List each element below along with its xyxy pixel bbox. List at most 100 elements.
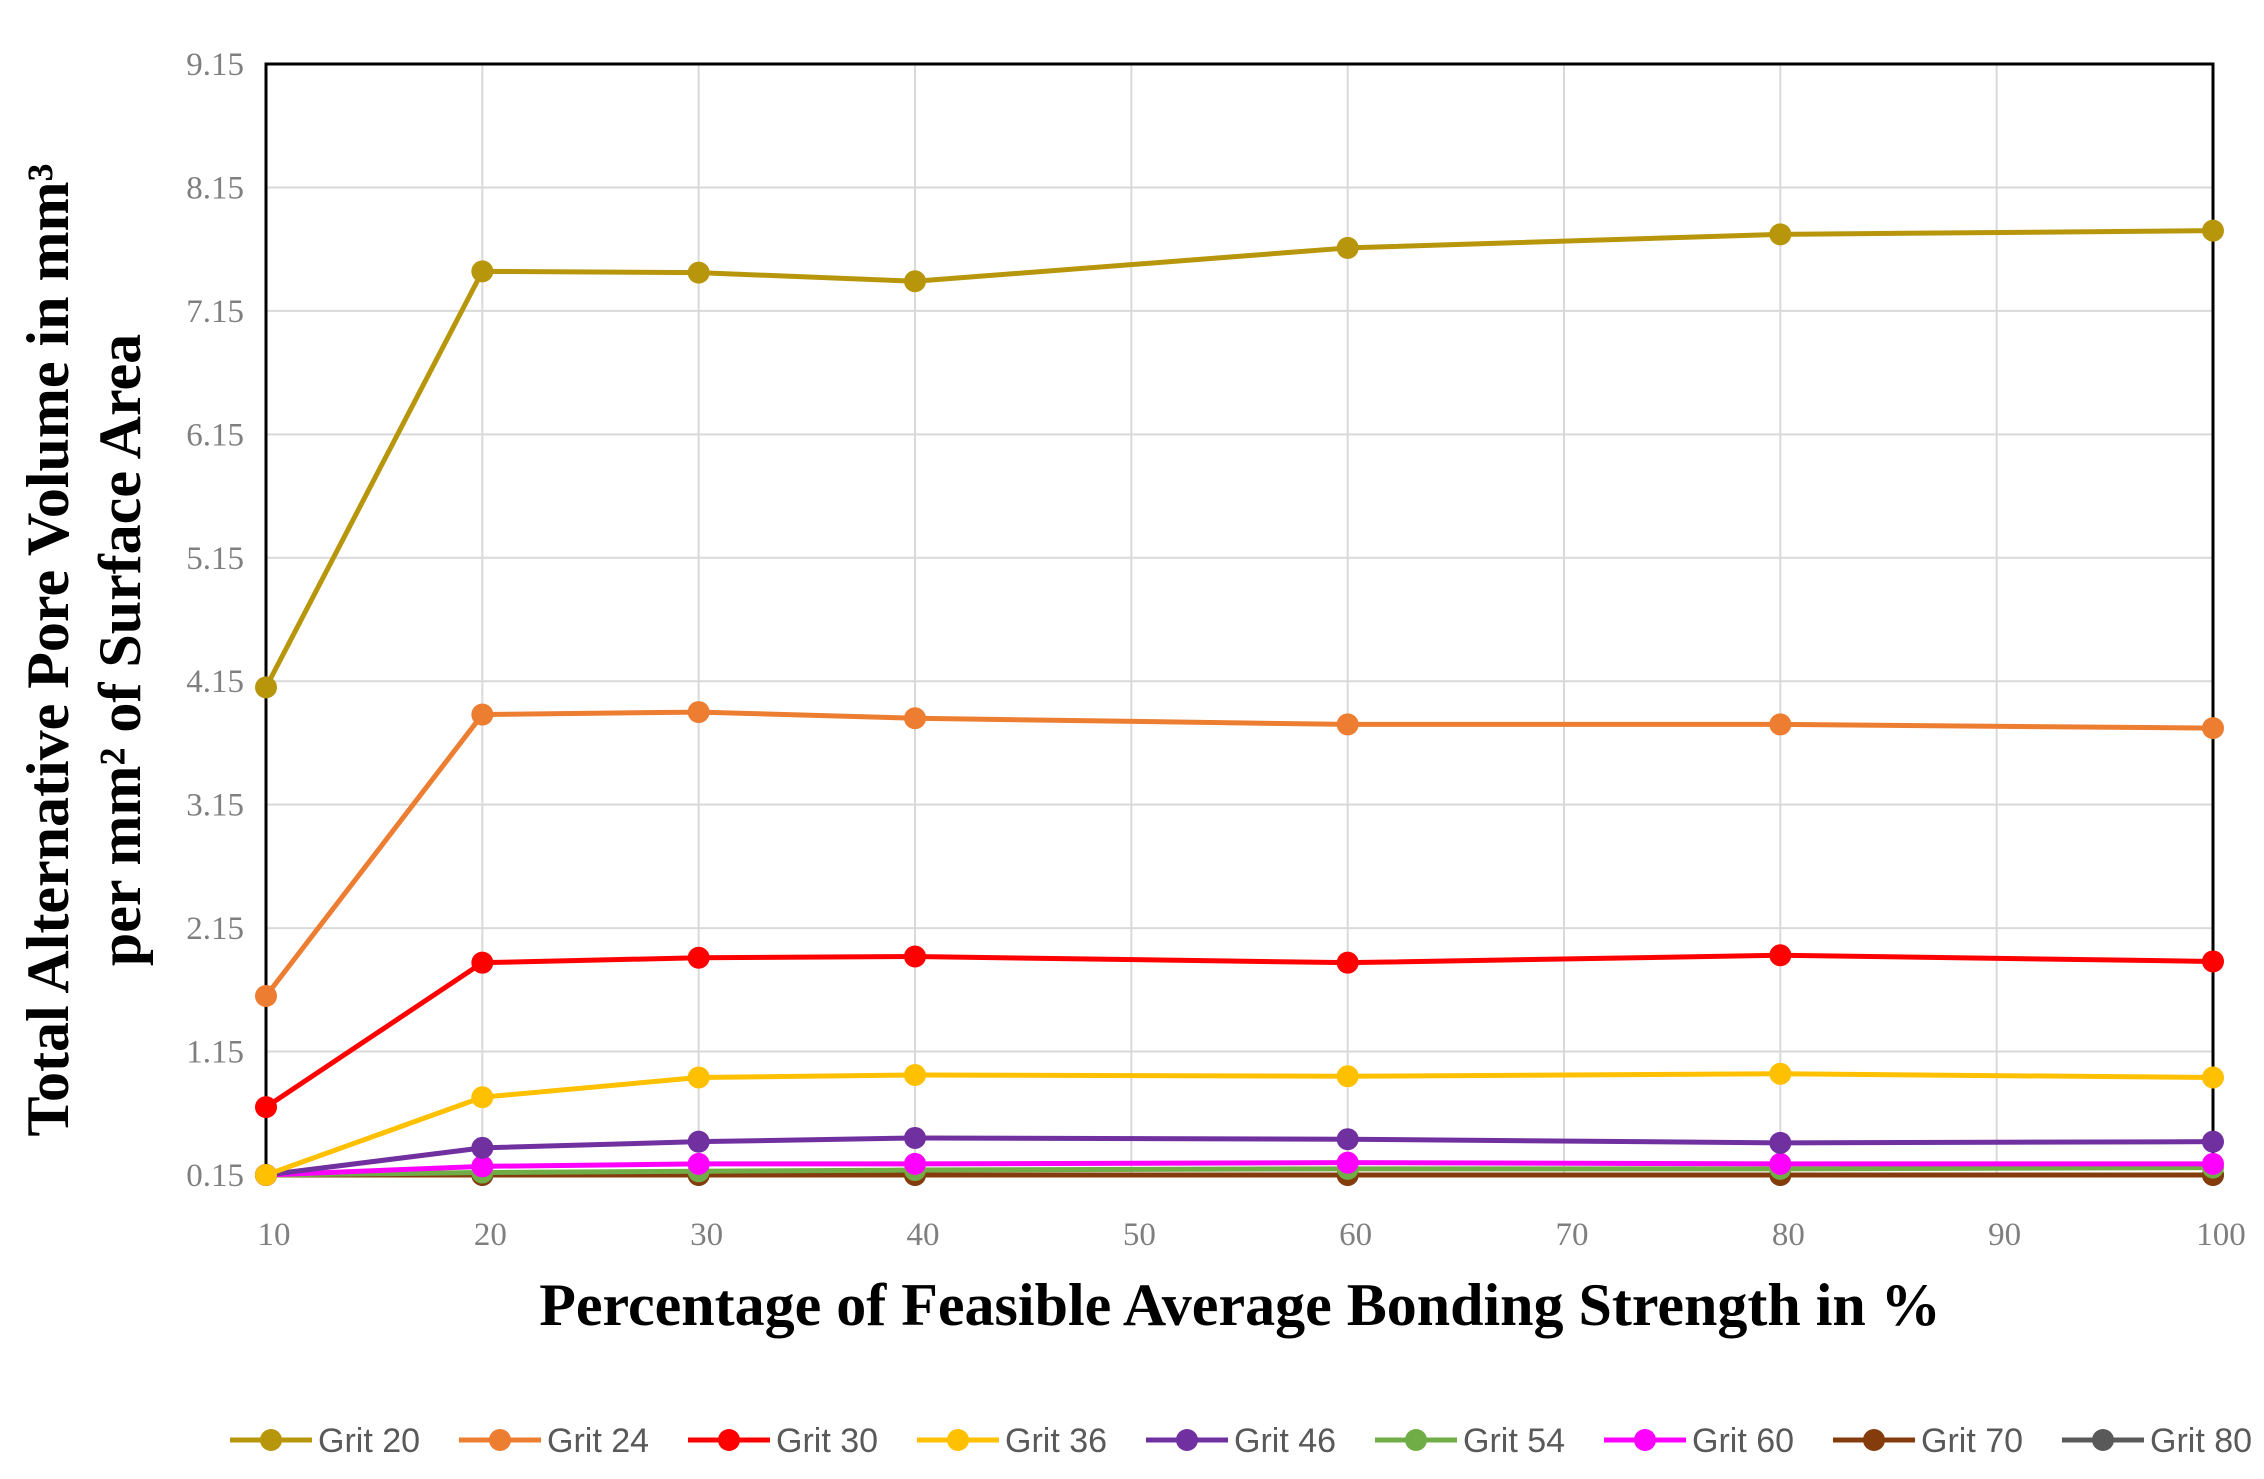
data-point [1769, 223, 1792, 246]
data-point [2202, 950, 2224, 973]
legend-item: Grit 36 [917, 1422, 1107, 1460]
data-point [1336, 713, 1359, 736]
data-point [904, 707, 926, 730]
y-tick-label: 0.15 [186, 1158, 244, 1194]
data-point [904, 270, 926, 293]
legend-item: Grit 30 [688, 1422, 878, 1460]
x-tick-label: 100 [2196, 1217, 2246, 1253]
legend-swatch-marker [260, 1429, 282, 1451]
legend-swatch-marker [718, 1429, 740, 1451]
y-axis-title-line-2: per mm² of Surface Area [87, 334, 153, 966]
data-point [1336, 1128, 1359, 1151]
x-tick-label: 70 [1556, 1217, 1589, 1253]
data-point [687, 701, 710, 724]
data-point [687, 1130, 710, 1153]
legend-swatch-marker [1863, 1429, 1885, 1451]
data-point [2202, 717, 2224, 740]
data-point [471, 951, 494, 974]
data-point [1336, 1065, 1359, 1088]
legend-label: Grit 80 [2150, 1422, 2252, 1460]
data-point [1769, 1152, 1792, 1175]
legend-item: Grit 60 [1604, 1422, 1794, 1460]
x-tick-label: 40 [907, 1217, 940, 1253]
data-point [2202, 1152, 2224, 1175]
legend-label: Grit 30 [776, 1422, 878, 1460]
y-tick-label: 1.15 [186, 1035, 244, 1071]
legend-swatch-marker [1176, 1429, 1198, 1451]
legend-label: Grit 60 [1692, 1422, 1794, 1460]
y-axis-title-line-1: Total Alternative Pore Volume in mm³ [15, 164, 81, 1137]
legend-item: Grit 80 [2062, 1422, 2252, 1460]
x-tick-label: 10 [258, 1217, 291, 1253]
legend-item: Grit 54 [1375, 1422, 1565, 1460]
data-point [1769, 1062, 1792, 1085]
legend-item: Grit 70 [1833, 1422, 2023, 1460]
y-tick-label: 3.15 [186, 788, 244, 824]
y-axis-title: Total Alternative Pore Volume in mm³ per… [15, 164, 153, 1137]
x-tick-label: 90 [1988, 1217, 2021, 1253]
legend-swatch-marker [489, 1429, 511, 1451]
legend-label: Grit 20 [318, 1422, 420, 1460]
data-point [1336, 1151, 1359, 1174]
legend-label: Grit 46 [1234, 1422, 1336, 1460]
x-axis-ticks: 10 20 30 40 50 60 70 80 90 100 [258, 1217, 2246, 1253]
x-tick-label: 60 [1339, 1217, 1372, 1253]
data-point [687, 1152, 710, 1175]
x-axis-title: Percentage of Feasible Average Bonding S… [539, 1272, 1941, 1338]
y-tick-label: 7.15 [186, 294, 244, 330]
data-point [1336, 951, 1359, 974]
series-grit-24 [255, 701, 2224, 1008]
x-tick-label: 30 [690, 1217, 723, 1253]
y-tick-label: 5.15 [186, 541, 244, 577]
data-point [471, 1136, 494, 1159]
y-tick-label: 8.15 [186, 170, 244, 206]
series-line [264, 952, 2214, 1110]
data-point [471, 703, 494, 726]
y-axis-ticks: 0.15 1.15 2.15 3.15 4.15 5.15 6.15 7.15 8.15 9.15 [186, 47, 244, 1194]
data-point [904, 945, 926, 968]
series-line [264, 709, 2214, 998]
legend-label: Grit 54 [1463, 1422, 1565, 1460]
data-point [2202, 1130, 2224, 1153]
data-point [255, 1096, 277, 1119]
data-point [255, 1164, 277, 1186]
series-line [263, 228, 2214, 689]
x-tick-label: 80 [1772, 1217, 1805, 1253]
y-tick-label: 4.15 [186, 664, 244, 700]
y-tick-label: 6.15 [186, 417, 244, 453]
data-point [1769, 713, 1792, 736]
x-tick-label: 50 [1123, 1217, 1156, 1253]
data-point [471, 1155, 494, 1178]
legend: Grit 20 Grit 24 Grit 30 Grit 36 Grit 46 Grit … [230, 1422, 2252, 1460]
series-grit-20 [255, 219, 2224, 699]
data-point [255, 985, 277, 1008]
data-point [687, 1066, 710, 1089]
data-point [2202, 219, 2224, 242]
data-point [255, 676, 277, 699]
y-tick-label: 9.15 [186, 47, 244, 83]
data-point [687, 946, 710, 969]
legend-label: Grit 70 [1921, 1422, 2023, 1460]
series-grit-30 [255, 944, 2224, 1119]
data-point [904, 1064, 926, 1087]
legend-swatch-marker [1634, 1429, 1656, 1451]
legend-item: Grit 20 [230, 1422, 420, 1460]
legend-label: Grit 36 [1005, 1422, 1107, 1460]
legend-item: Grit 24 [459, 1422, 649, 1460]
data-point [687, 261, 710, 284]
data-point [1769, 1131, 1792, 1154]
data-point [471, 1086, 494, 1109]
legend-swatch-marker [2092, 1429, 2114, 1451]
series-grit-36 [255, 1062, 2224, 1186]
data-point [1336, 236, 1359, 259]
data-point [904, 1126, 926, 1149]
legend-item: Grit 46 [1146, 1422, 1336, 1460]
series-line [265, 1071, 2214, 1178]
legend-swatch-marker [1405, 1429, 1427, 1451]
y-tick-label: 2.15 [186, 911, 244, 947]
legend-swatch-marker [947, 1429, 969, 1451]
data-point [1769, 944, 1792, 967]
legend-label: Grit 24 [547, 1422, 649, 1460]
